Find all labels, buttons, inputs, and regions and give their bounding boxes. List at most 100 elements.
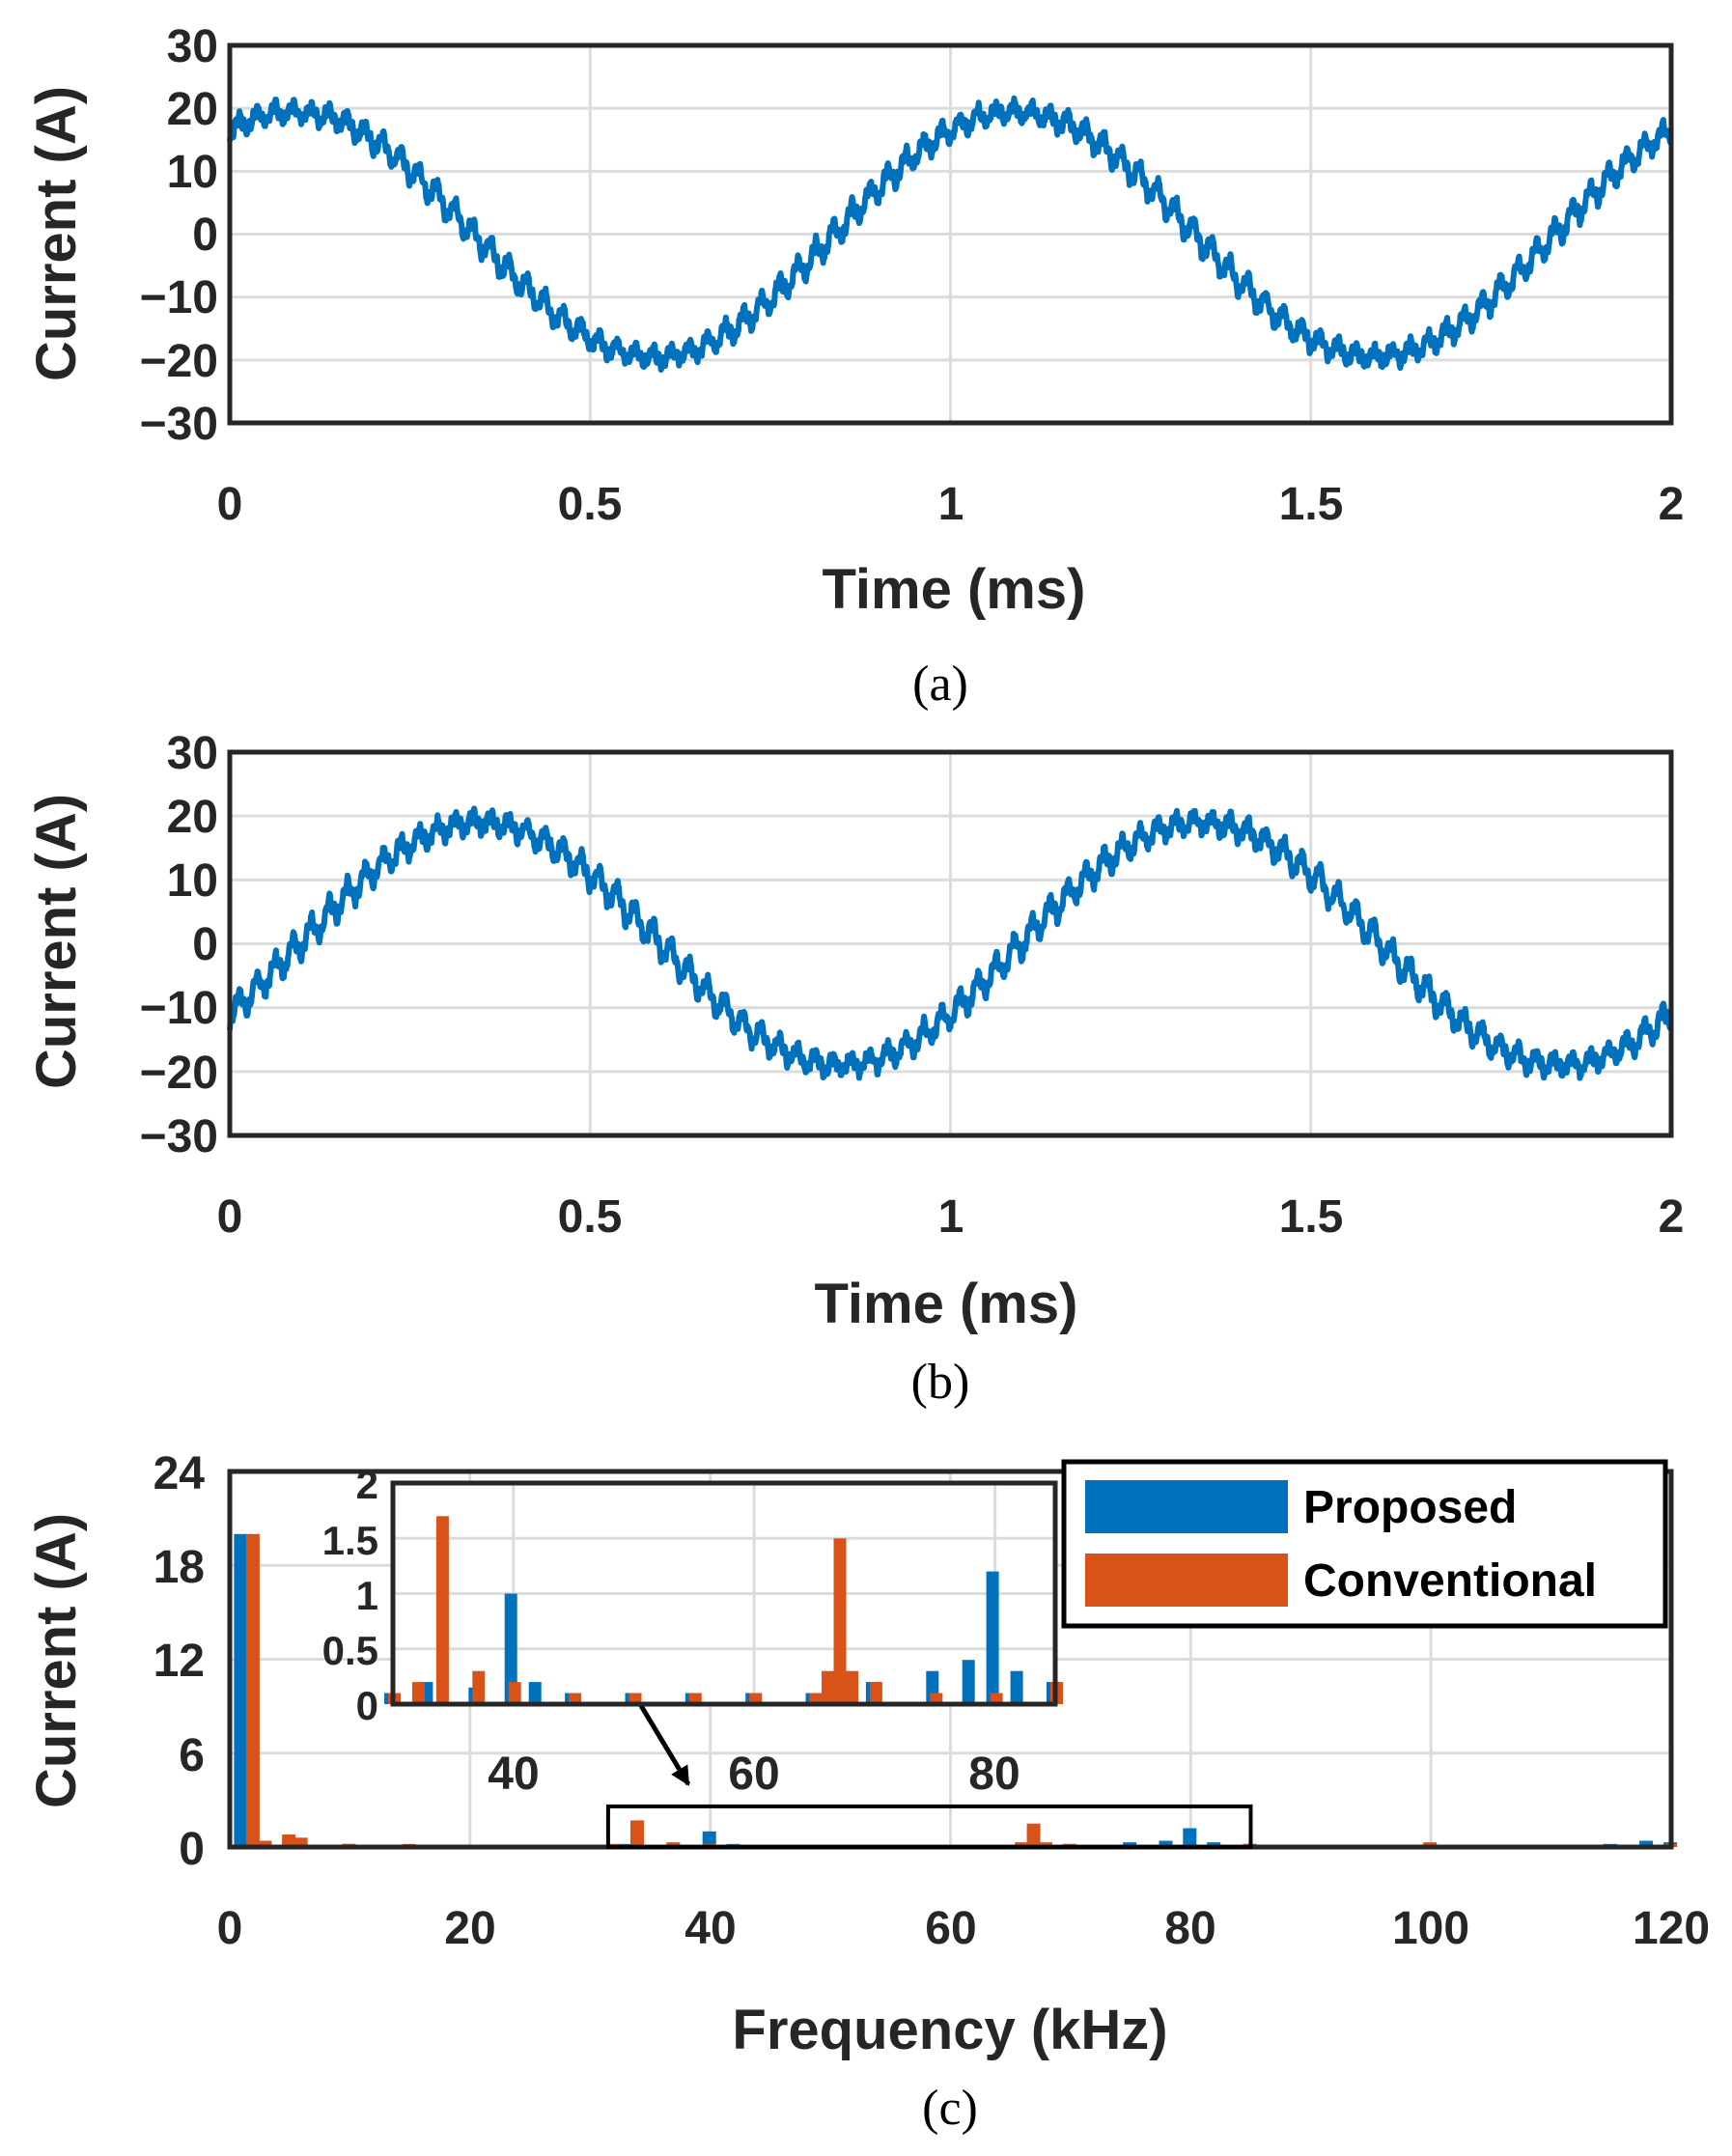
x-tick-label: 80	[1164, 1903, 1215, 1954]
inset-x-ticks: 40 60 80	[488, 1749, 1020, 1800]
inset-bar-proposed	[986, 1571, 999, 1704]
x-tick-label: 0.5	[558, 479, 623, 530]
inset-bar-conventional	[833, 1538, 847, 1705]
y-ticks-a: 30 20 10 0 −10 −20 −30	[140, 21, 218, 450]
caption-b: (b)	[911, 1355, 970, 1410]
caption-c: (c)	[922, 2081, 978, 2136]
y-tick-label: 24	[154, 1448, 206, 1499]
y-tick-label: 20	[167, 84, 218, 135]
series-b	[227, 805, 1674, 1081]
x-tick-label: 100	[1392, 1903, 1469, 1954]
y-tick-label: −20	[140, 336, 218, 387]
legend-swatch-proposed	[1085, 1480, 1288, 1533]
y-tick-label: −10	[140, 272, 218, 323]
y-tick-label: −20	[140, 1048, 218, 1099]
x-tick-label: 0	[217, 1903, 243, 1954]
x-ticks-c: 0 20 40 60 80 100 120	[217, 1903, 1710, 1954]
bar-proposed	[1639, 1840, 1654, 1847]
x-tick-label: 0	[217, 479, 243, 530]
x-tick-label: 20	[444, 1903, 495, 1954]
inset-bar-proposed	[962, 1660, 975, 1704]
y-tick-label: 30	[167, 21, 218, 72]
current-waveform	[227, 805, 1674, 1081]
x-tick-label: 60	[925, 1903, 976, 1954]
y-tick-label: −30	[140, 399, 218, 450]
inset-bar-conventional	[846, 1670, 858, 1704]
current-waveform	[227, 95, 1674, 373]
inset-y-tick-label: 1.5	[322, 1518, 378, 1563]
inset-bar-conventional	[869, 1682, 882, 1704]
x-ticks-a: 0 0.5 1 1.5 2	[217, 479, 1685, 530]
bar-conventional	[282, 1834, 296, 1847]
zoom-box	[605, 1804, 1253, 1850]
y-tick-label: 20	[167, 792, 218, 843]
inset-bar-conventional	[411, 1682, 425, 1704]
y-tick-label: 0	[179, 1824, 205, 1875]
axes-frame-a	[227, 42, 1674, 426]
y-tick-label: 6	[179, 1730, 205, 1781]
bar-proposed	[1183, 1828, 1197, 1847]
x-tick-label: 2	[1659, 479, 1685, 530]
caption-a: (a)	[912, 657, 968, 712]
y-tick-label: 30	[167, 728, 218, 779]
panel-b: 30 20 10 0 −10 −20 −30 0 0.5 1 1.5 2 Tim…	[25, 728, 1684, 1410]
inset-bar-conventional	[990, 1693, 1003, 1704]
x-tick-label: 1	[938, 1191, 964, 1243]
y-tick-label: 0	[192, 919, 218, 970]
inset-bar-conventional	[472, 1670, 486, 1704]
y-tick-label: 10	[167, 147, 218, 198]
y-axis-label-b: Current (A)	[25, 794, 88, 1089]
inset-grid	[393, 1483, 1055, 1704]
inset-axes: 2 1.5 1 0.5 0 40 60 80	[322, 1462, 1063, 1800]
inset-bar-proposed	[1010, 1670, 1023, 1704]
bar-proposed	[234, 1533, 248, 1847]
bar-conventional	[258, 1840, 272, 1847]
bar-conventional	[293, 1837, 308, 1847]
y-ticks-b: 30 20 10 0 −10 −20 −30	[140, 728, 218, 1162]
x-tick-label: 1	[938, 479, 964, 530]
inset-y-tick-label: 0	[356, 1683, 378, 1728]
inset-bar-conventional	[508, 1682, 521, 1704]
x-tick-label: 2	[1659, 1191, 1685, 1243]
inset-bar-proposed	[528, 1682, 542, 1704]
inset-x-tick-label: 40	[488, 1749, 539, 1800]
legend: Proposed Conventional	[1061, 1459, 1668, 1629]
inset-bar-conventional	[569, 1693, 582, 1704]
inset-bar-conventional	[749, 1693, 763, 1704]
y-tick-label: −30	[140, 1111, 218, 1162]
y-tick-label: −10	[140, 983, 218, 1034]
y-axis-label-a: Current (A)	[25, 86, 88, 381]
inset-bar-conventional	[688, 1693, 702, 1704]
inset-bars	[384, 1516, 1063, 1705]
panel-a: 30 20 10 0 −10 −20 −30 0 0.5 1 1.5 2 Tim…	[25, 21, 1684, 712]
x-ticks-b: 0 0.5 1 1.5 2	[217, 1191, 1685, 1243]
x-tick-label: 1.5	[1279, 479, 1344, 530]
inset-y-tick-label: 0.5	[322, 1628, 378, 1673]
inset-y-tick-label: 1	[356, 1573, 378, 1618]
bar-conventional	[1026, 1823, 1041, 1847]
y-ticks-c: 24 18 12 6 0	[154, 1448, 206, 1875]
y-tick-label: 10	[167, 855, 218, 907]
legend-swatch-conventional	[1085, 1554, 1288, 1607]
x-tick-label: 120	[1633, 1903, 1710, 1954]
zoom-arrow	[634, 1697, 691, 1786]
inset-y-tick-label: 2	[356, 1462, 378, 1507]
inset-x-tick-label: 80	[968, 1749, 1020, 1800]
bar-proposed	[1159, 1840, 1173, 1847]
inset-bar-conventional	[822, 1670, 834, 1704]
grid-a	[230, 45, 1671, 423]
x-tick-label: 0.5	[558, 1191, 623, 1243]
inset-bar-conventional	[435, 1516, 449, 1704]
bar-conventional	[245, 1533, 260, 1847]
series-a	[227, 95, 1674, 373]
x-axis-label-c: Frequency (kHz)	[732, 1999, 1167, 2061]
inset-y-ticks: 2 1.5 1 0.5 0	[322, 1462, 378, 1728]
x-axis-label-a: Time (ms)	[823, 558, 1086, 621]
bar-proposed	[702, 1831, 716, 1847]
inset-frame	[390, 1480, 1058, 1707]
axes-frame-b	[227, 749, 1674, 1138]
y-tick-label: 12	[154, 1636, 205, 1687]
y-axis-label-c: Current (A)	[25, 1513, 88, 1808]
bar-conventional	[630, 1820, 644, 1847]
